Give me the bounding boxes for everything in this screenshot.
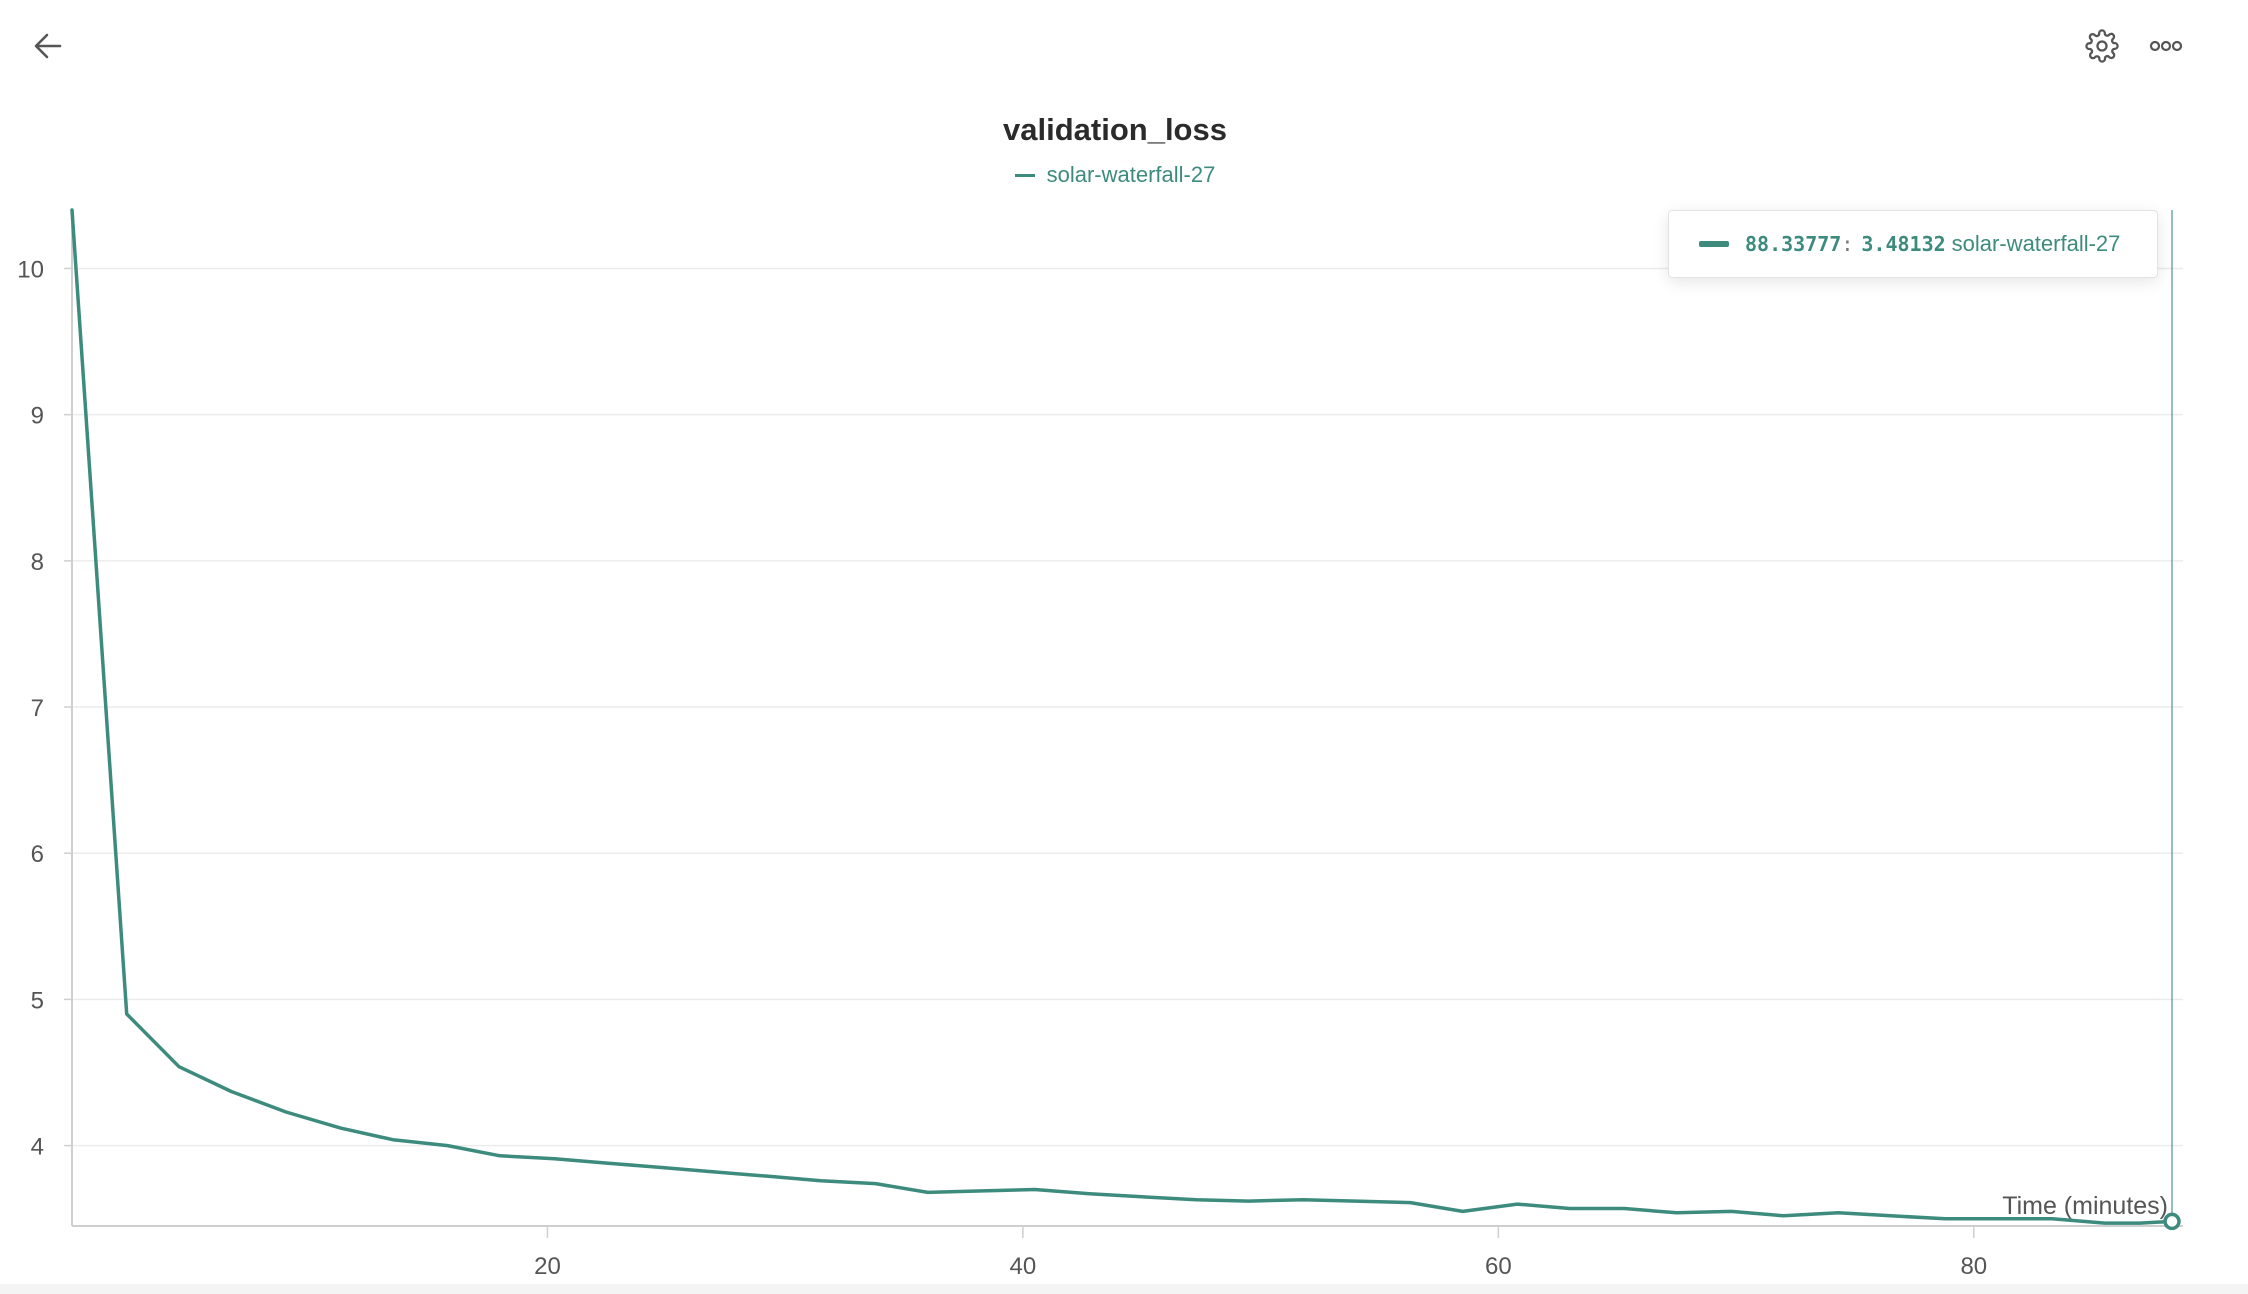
y-tick-label: 8: [31, 549, 44, 576]
tooltip-y-value: 3.48132: [1861, 232, 1946, 256]
y-tick-label: 10: [17, 256, 44, 283]
legend-swatch: [1014, 173, 1035, 177]
tooltip-series-name: solar-waterfall-27: [1951, 231, 2121, 256]
axes: 4 5 6 7 8 9 10 20 40 60 80 Time (minutes): [17, 210, 2183, 1280]
tooltip-swatch: [1699, 241, 1729, 247]
x-axis-label: Time (minutes): [2002, 1192, 2168, 1220]
hover-tooltip: 88.33777 : 3.48132 solar-waterfall-27: [1668, 210, 2158, 278]
tooltip-separator: :: [1841, 232, 1854, 256]
x-tick-label: 60: [1485, 1253, 1512, 1280]
y-tick-label: 9: [31, 403, 44, 430]
panel-bottom-edge: [0, 1284, 2248, 1294]
grid-lines: [72, 267, 2183, 1147]
hover-cursor: [2163, 210, 2181, 1231]
back-button[interactable]: [20, 18, 76, 74]
x-tick-label: 40: [1010, 1253, 1037, 1280]
more-horizontal-icon: [2149, 40, 2183, 52]
series-layer: [70, 208, 2174, 1225]
y-tick-label: 4: [31, 1134, 44, 1161]
more-options-button[interactable]: [2138, 18, 2194, 74]
y-tick-label: 7: [31, 695, 44, 722]
y-tick-label: 6: [31, 841, 44, 868]
settings-button[interactable]: [2074, 18, 2130, 74]
y-tick-label: 5: [31, 987, 44, 1014]
gear-icon: [2085, 29, 2119, 63]
legend-label: solar-waterfall-27: [1046, 162, 1216, 187]
chart-title: validation_loss: [1003, 112, 1227, 147]
x-tick-label: 80: [1960, 1253, 1987, 1280]
tooltip-x-value: 88.33777: [1745, 232, 1842, 256]
chart-legend[interactable]: solar-waterfall-27: [0, 162, 2230, 188]
arrow-left-icon: [34, 33, 62, 59]
x-tick-label: 20: [534, 1253, 561, 1280]
hover-point-marker: [2163, 1212, 2181, 1231]
series-line-solar-waterfall-27[interactable]: [70, 208, 2174, 1225]
